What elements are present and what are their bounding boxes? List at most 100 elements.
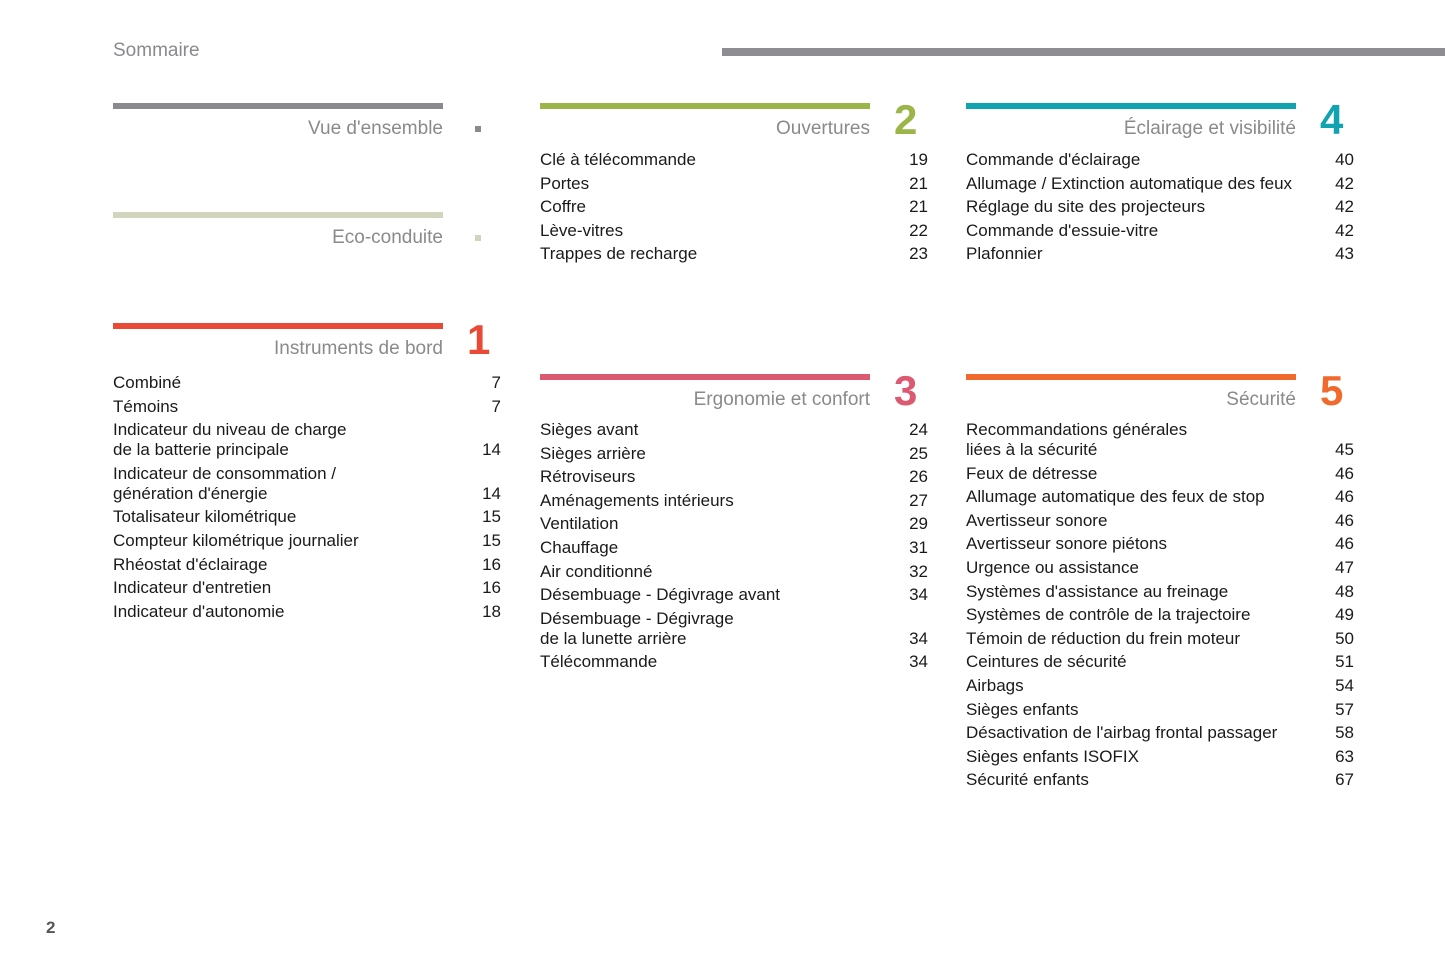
toc-entry[interactable]: Commande d'éclairage 40 [966,150,1354,174]
toc-entry[interactable]: Indicateur de consommation / génération … [113,464,501,508]
entry-label: Désembuage - Dégivrage de la lunette arr… [540,608,734,648]
toc-entry[interactable]: Urgence ou assistance 47 [966,558,1354,582]
entry-label: Sièges enfants [966,699,1079,719]
entry-page: 45 [1335,440,1354,459]
entry-page: 15 [482,507,501,527]
toc-entry[interactable]: Clé à télécommande 19 [540,150,928,174]
toc-entry[interactable]: Réglage du site des projecteurs 42 [966,197,1354,221]
section-title[interactable]: Vue d'ensemble [308,118,443,139]
entry-label: Plafonnier [966,244,1043,264]
entry-page: 24 [909,420,928,439]
entry-label: Indicateur du niveau de charge de la bat… [113,420,347,460]
toc-entry[interactable]: Chauffage 31 [540,538,928,562]
entry-label: Airbags [966,675,1024,695]
toc-entry[interactable]: Plafonnier 43 [966,244,1354,268]
toc-entry[interactable]: Avertisseur sonore piétons 46 [966,534,1354,558]
toc-list: Sièges avant 24 Sièges arrière 25 Rétroviseu… [540,420,928,676]
entry-page: 14 [482,440,501,460]
section-title[interactable]: Eco-conduite [332,227,443,248]
toc-entry[interactable]: Aménagements intérieurs 27 [540,491,928,515]
entry-label: Systèmes d'assistance au freinage [966,581,1229,601]
entry-label: Allumage / Extinction automatique des fe… [966,173,1293,193]
section-bar [966,103,1296,109]
entry-page: 40 [1335,150,1354,169]
entry-page: 67 [1335,770,1354,790]
page-number: 2 [46,918,56,937]
entry-page: 63 [1335,746,1354,766]
section-bar [113,103,443,109]
entry-label: Sièges enfants ISOFIX [966,746,1139,766]
entry-label: Commande d'éclairage [966,150,1141,169]
toc-entry[interactable]: Sièges enfants 57 [966,700,1354,724]
toc-entry[interactable]: Indicateur d'autonomie 18 [113,602,501,626]
section-title[interactable]: Ouvertures [776,118,870,139]
toc-entry[interactable]: Ceintures de sécurité 51 [966,652,1354,676]
entry-page: 42 [1335,220,1354,240]
toc-entry[interactable]: Feux de détresse 46 [966,464,1354,488]
toc-entry[interactable]: Ventilation 29 [540,514,928,538]
entry-page: 49 [1335,605,1354,625]
toc-entry[interactable]: Combiné 7 [113,373,501,397]
entry-label: Réglage du site des projecteurs [966,197,1206,217]
toc-list: Combiné 7 Témoins 7 Indicateur du niveau de … [113,373,501,625]
toc-entry[interactable]: Désactivation de l'airbag frontal passag… [966,723,1354,747]
toc-entry[interactable]: Systèmes d'assistance au freinage 48 [966,582,1354,606]
toc-entry[interactable]: Trappes de recharge 23 [540,244,928,268]
toc-entry[interactable]: Allumage automatique des feux de stop 46 [966,487,1354,511]
toc-entry[interactable]: Systèmes de contrôle de la trajectoire 49 [966,605,1354,629]
square-marker-icon [475,235,481,241]
entry-page: 34 [909,652,928,672]
toc-entry[interactable]: Coffre 21 [540,197,928,221]
toc-entry[interactable]: Témoins 7 [113,397,501,421]
toc-entry[interactable]: Portes 21 [540,174,928,198]
entry-label: Aménagements intérieurs [540,490,734,510]
toc-entry[interactable]: Désembuage - Dégivrage de la lunette arr… [540,609,928,653]
toc-entry[interactable]: Indicateur d'entretien 16 [113,578,501,602]
entry-page: 7 [491,373,501,392]
toc-entry[interactable]: Rétroviseurs 26 [540,467,928,491]
toc-entry[interactable]: Allumage / Extinction automatique des fe… [966,174,1354,198]
toc-entry[interactable]: Témoin de réduction du frein moteur 50 [966,629,1354,653]
toc-entry[interactable]: Totalisateur kilométrique 15 [113,507,501,531]
entry-label: Rétroviseurs [540,467,636,487]
toc-entry[interactable]: Sièges avant 24 [540,420,928,444]
entry-label: Urgence ou assistance [966,557,1139,577]
entry-label: Clé à télécommande [540,150,696,169]
toc-entry[interactable]: Airbags 54 [966,676,1354,700]
toc-entry[interactable]: Indicateur du niveau de charge de la bat… [113,420,501,464]
entry-page: 29 [909,514,928,534]
toc-entry[interactable]: Commande d'essuie-vitre 42 [966,221,1354,245]
entry-label: Commande d'essuie-vitre [966,220,1159,240]
section-bar [113,212,443,218]
chapter-number: 1 [467,316,491,363]
entry-label: Feux de détresse [966,463,1098,483]
entry-page: 26 [909,467,928,487]
entry-page: 16 [482,554,501,574]
toc-entry[interactable]: Rhéostat d'éclairage 16 [113,555,501,579]
toc-entry[interactable]: Désembuage - Dégivrage avant 34 [540,585,928,609]
entry-label: Avertisseur sonore [966,510,1108,530]
section-title[interactable]: Instruments de bord [274,338,443,359]
entry-label: Désembuage - Dégivrage avant [540,585,781,605]
toc-entry[interactable]: Sièges arrière 25 [540,444,928,468]
toc-entry[interactable]: Compteur kilométrique journalier 15 [113,531,501,555]
toc-entry[interactable]: Recommandations générales liées à la séc… [966,420,1354,464]
entry-label: Indicateur d'entretien [113,578,272,598]
entry-page: 21 [909,173,928,193]
section-title[interactable]: Éclairage et visibilité [1123,118,1296,139]
toc-entry[interactable]: Air conditionné 32 [540,562,928,586]
section-title[interactable]: Sécurité [1226,389,1296,410]
toc-entry[interactable]: Sécurité enfants 67 [966,770,1354,794]
entry-label: Sièges avant [540,420,639,439]
section-bar [966,374,1296,380]
entry-label: Indicateur d'autonomie [113,601,285,621]
toc-list: Clé à télécommande 19 Portes 21 Coffre 21 Lève… [540,150,928,268]
section-title[interactable]: Ergonomie et confort [693,389,870,410]
toc-entry[interactable]: Sièges enfants ISOFIX 63 [966,747,1354,771]
entry-label: Combiné [113,373,182,392]
entry-page: 34 [909,585,928,605]
toc-entry[interactable]: Avertisseur sonore 46 [966,511,1354,535]
entry-page: 47 [1335,557,1354,577]
toc-entry[interactable]: Lève-vitres 22 [540,221,928,245]
toc-entry[interactable]: Télécommande 34 [540,652,928,676]
